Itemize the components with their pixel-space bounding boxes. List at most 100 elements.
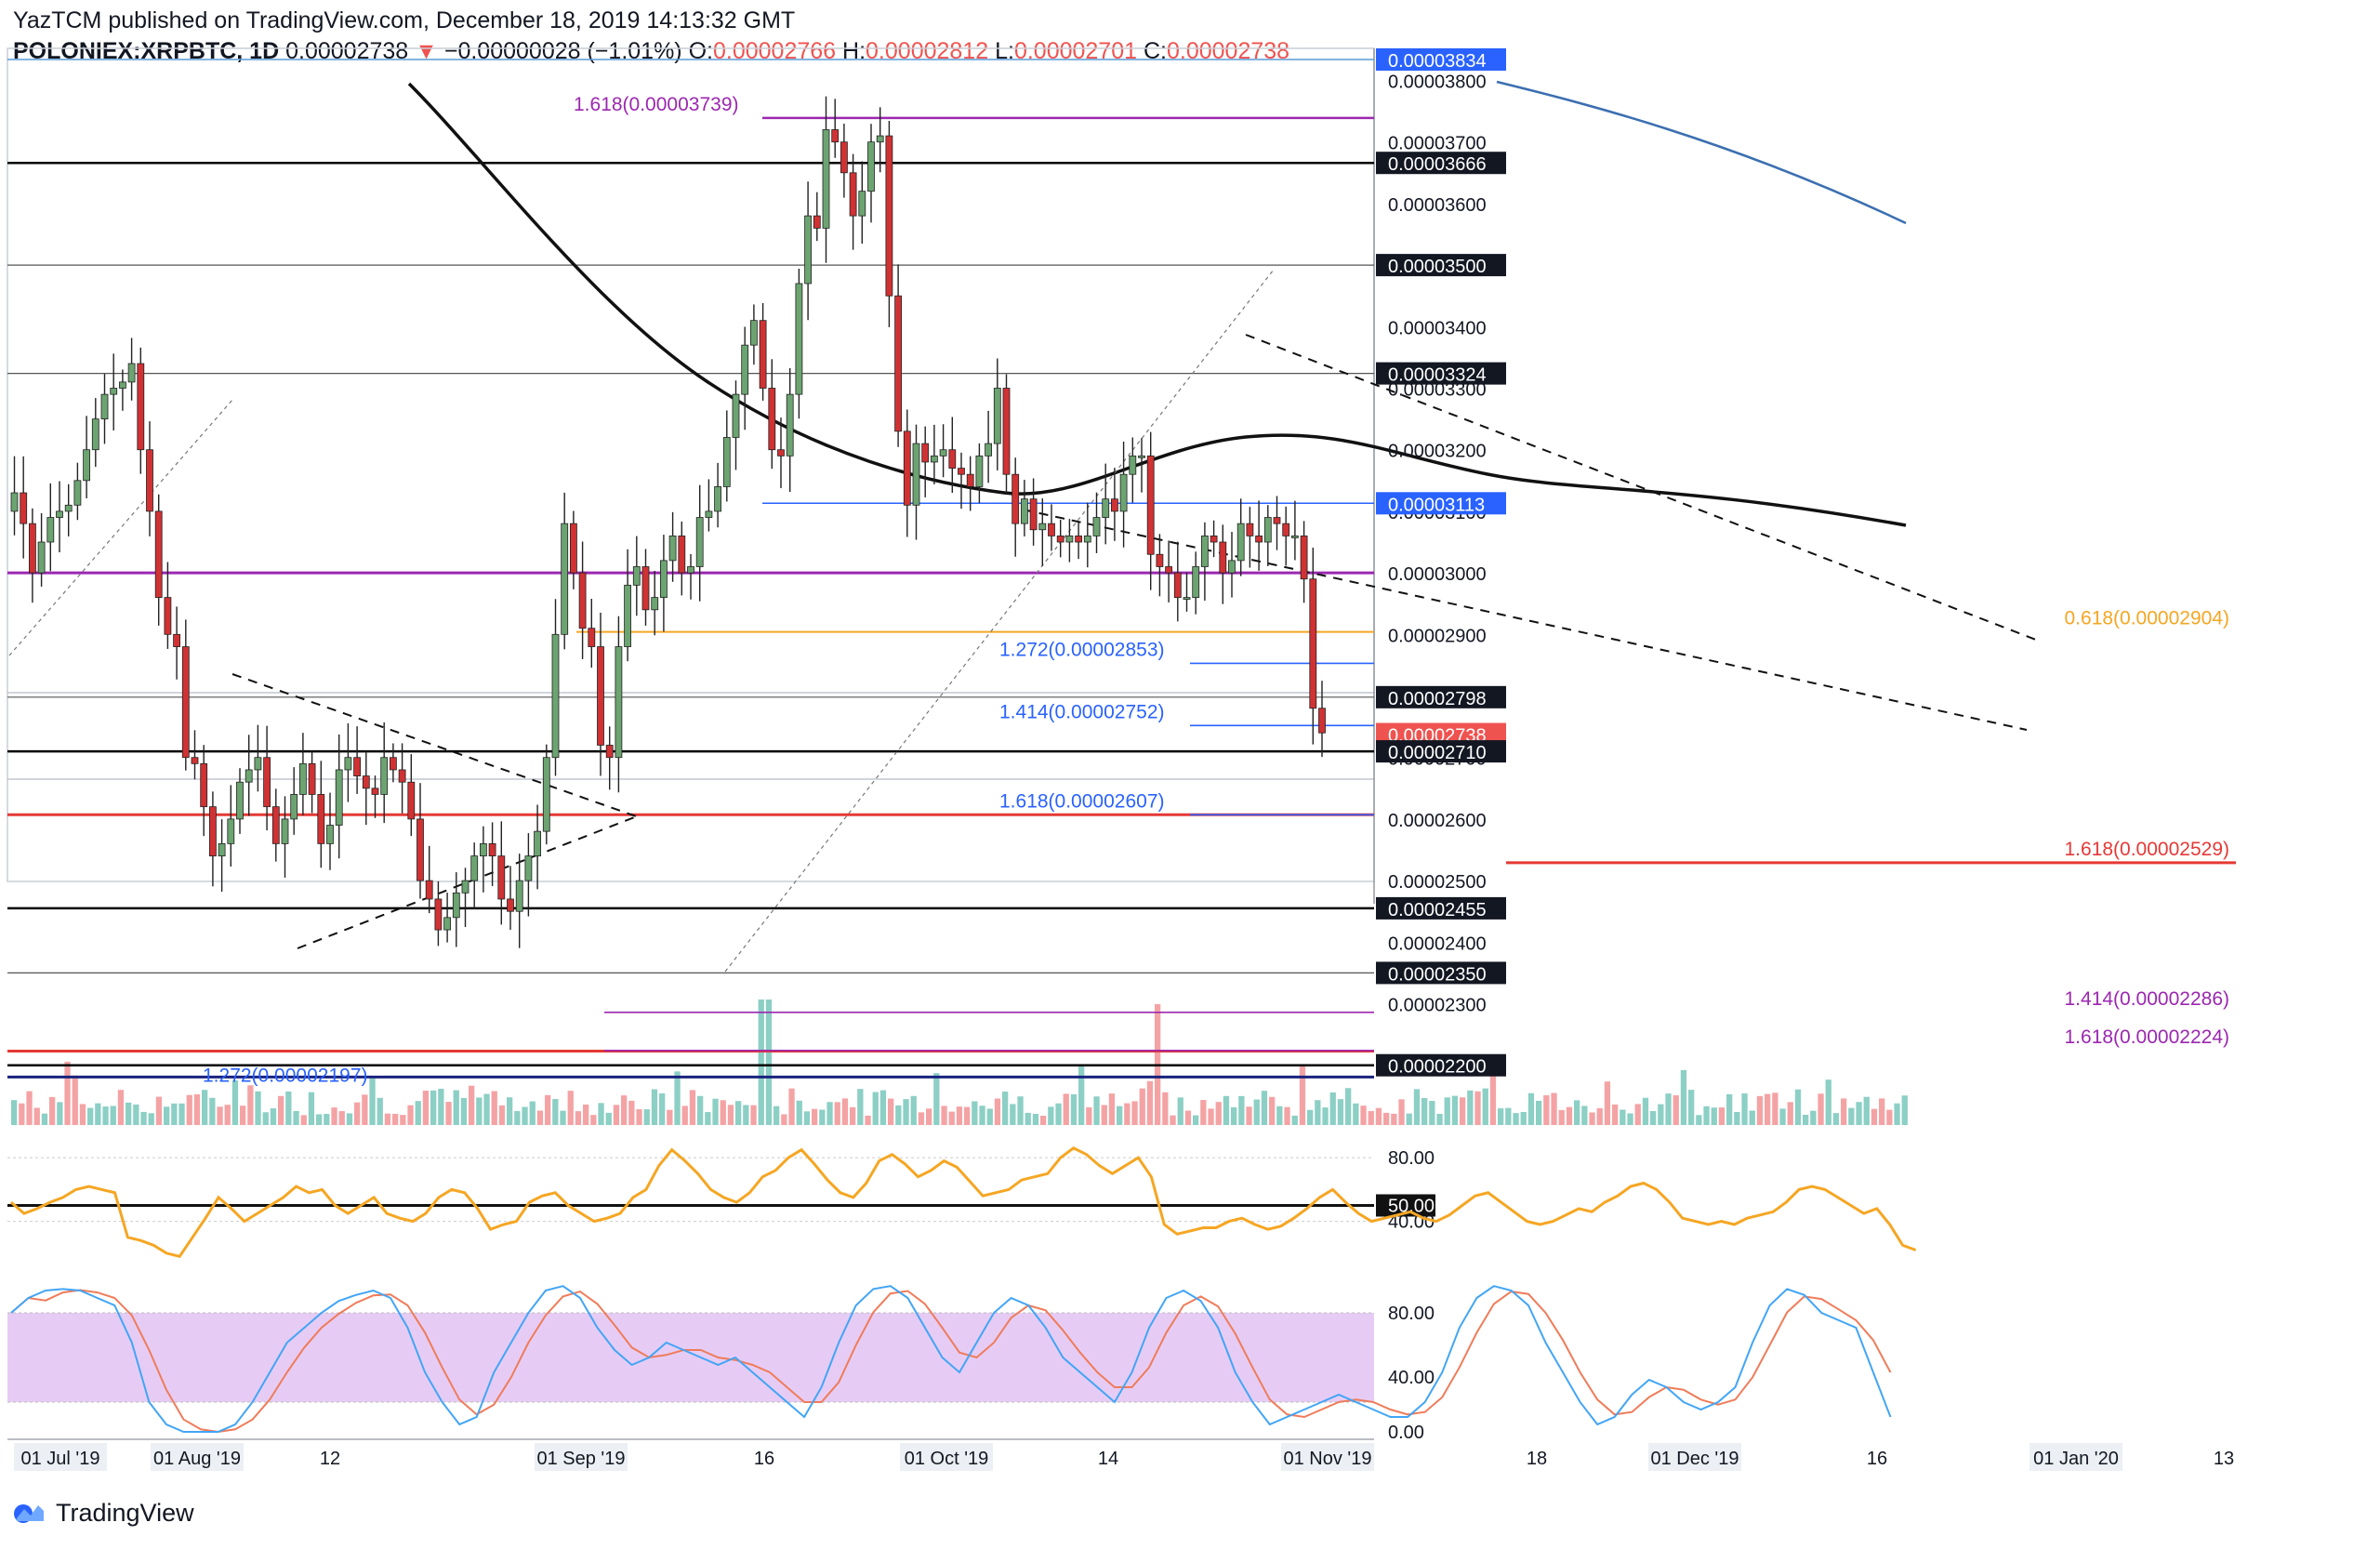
volume-bar <box>1841 1098 1847 1125</box>
volume-bar <box>628 1100 635 1125</box>
volume-bar <box>202 1090 208 1125</box>
candle-body <box>597 646 604 746</box>
candle-body <box>1012 473 1020 524</box>
price-tag-0: 0.00003834 <box>1388 51 1487 72</box>
price-tag-bg-1 <box>1376 152 1506 175</box>
price-tick-9: 0.00002900 <box>1388 626 1487 646</box>
time-tick-2: 12 <box>320 1449 340 1469</box>
volume-bar <box>1810 1110 1817 1125</box>
volume-bar <box>1208 1108 1214 1125</box>
candle-body <box>668 535 677 562</box>
volume-bar <box>826 1102 833 1125</box>
candle-body <box>534 830 541 857</box>
volume-bar <box>255 1091 261 1125</box>
candle-body <box>1263 517 1272 543</box>
candle-body <box>822 129 830 229</box>
volume-bar <box>1680 1069 1687 1125</box>
candle-body <box>154 510 163 598</box>
volume-bar <box>812 1108 818 1125</box>
time-tick-12: 13 <box>2214 1449 2234 1469</box>
volume-bar <box>1162 1092 1169 1125</box>
volume-bar <box>369 1078 376 1125</box>
moving-averages-layer <box>407 80 1907 527</box>
volume-bar <box>1581 1105 1588 1125</box>
volume-bar <box>1642 1097 1649 1125</box>
volume-bar <box>1055 1103 1062 1125</box>
volume-bar <box>64 1061 71 1125</box>
price-tick-5: 0.00003300 <box>1388 380 1487 401</box>
volume-bar <box>1886 1109 1893 1125</box>
price-tick-8: 0.00003000 <box>1388 564 1487 585</box>
candle-body <box>110 388 118 395</box>
volume-bar <box>926 1108 932 1125</box>
volume-bar <box>1596 1107 1603 1125</box>
level-label-0: 1.618(0.00003739) <box>574 94 739 115</box>
volume-bar <box>903 1099 909 1125</box>
candle-body <box>795 283 803 395</box>
volume-bar <box>1215 1102 1222 1125</box>
candle-body <box>507 898 514 912</box>
volume-bar <box>476 1097 483 1125</box>
volume-bar <box>1010 1104 1016 1125</box>
candle-body <box>37 541 46 574</box>
volume-bar <box>1718 1107 1726 1125</box>
candle-body <box>181 646 190 759</box>
candle-body <box>298 762 307 795</box>
candle-body <box>1065 535 1074 543</box>
price-axis[interactable]: 0.00003800 0.00003700 0.00003600 0.00003500… <box>1376 48 1506 1078</box>
candle-body <box>768 388 776 451</box>
candle-body <box>425 880 433 900</box>
volume-bar <box>300 1115 307 1125</box>
volume-bar <box>834 1102 840 1125</box>
time-tick-bg-0 <box>14 1443 107 1471</box>
price-tick-6: 0.00003200 <box>1388 442 1487 462</box>
candle-body <box>271 806 280 844</box>
candle-body <box>91 418 99 451</box>
volume-bar <box>400 1115 406 1125</box>
volume-bar <box>1848 1107 1855 1125</box>
volume-bar <box>155 1096 163 1125</box>
volume-bar <box>1032 1113 1039 1125</box>
volume-bar <box>1025 1112 1031 1125</box>
candle-body <box>434 898 443 931</box>
volume-bar <box>140 1111 147 1125</box>
candle-body <box>1102 498 1110 518</box>
candle-body <box>380 757 389 795</box>
candle-body <box>732 393 740 438</box>
volume-bar <box>1543 1095 1550 1125</box>
price-tag-bg-4 <box>1376 492 1506 515</box>
candle-body <box>73 480 82 506</box>
volume-bar <box>529 1101 536 1125</box>
triangle-upper-trend <box>231 673 642 819</box>
candle-body <box>127 363 136 383</box>
level-label-8: 1.272(0.00002197) <box>203 1066 368 1087</box>
price-tick-14: 0.00002400 <box>1388 933 1487 954</box>
volume-bar <box>598 1103 604 1125</box>
volume-bar <box>1825 1079 1831 1125</box>
volume-bar <box>803 1111 811 1125</box>
time-axis[interactable]: 01 Jul '19 01 Aug '19 12 01 Sep '19 16 01 Oct… <box>7 1438 2234 1471</box>
candle-body <box>615 646 623 759</box>
tradingview-footer[interactable]: TradingView <box>13 1499 194 1528</box>
price-tag-bg-5 <box>1376 685 1506 708</box>
volume-bar <box>438 1088 444 1125</box>
ma-200-line <box>407 82 1907 527</box>
volume-bar <box>910 1095 917 1125</box>
volume-bar <box>1665 1093 1672 1125</box>
volume-bar <box>1177 1097 1183 1125</box>
time-tick-10: 16 <box>1867 1449 1887 1469</box>
volume-bar <box>217 1106 223 1125</box>
volume-bar <box>1832 1113 1840 1125</box>
volume-bar <box>1383 1112 1390 1125</box>
candle-body <box>10 492 19 512</box>
volume-bar <box>262 1112 269 1125</box>
volume-bar <box>689 1090 696 1125</box>
candle-body <box>1092 517 1101 536</box>
time-tick-bg-3 <box>535 1443 628 1471</box>
level-label-3: 1.414(0.00002752) <box>999 701 1165 722</box>
volume-bar <box>1513 1113 1519 1125</box>
candle-body <box>191 757 199 764</box>
price-tag-7: 0.00002710 <box>1388 743 1487 763</box>
price-tag-bg-10 <box>1376 1053 1506 1077</box>
